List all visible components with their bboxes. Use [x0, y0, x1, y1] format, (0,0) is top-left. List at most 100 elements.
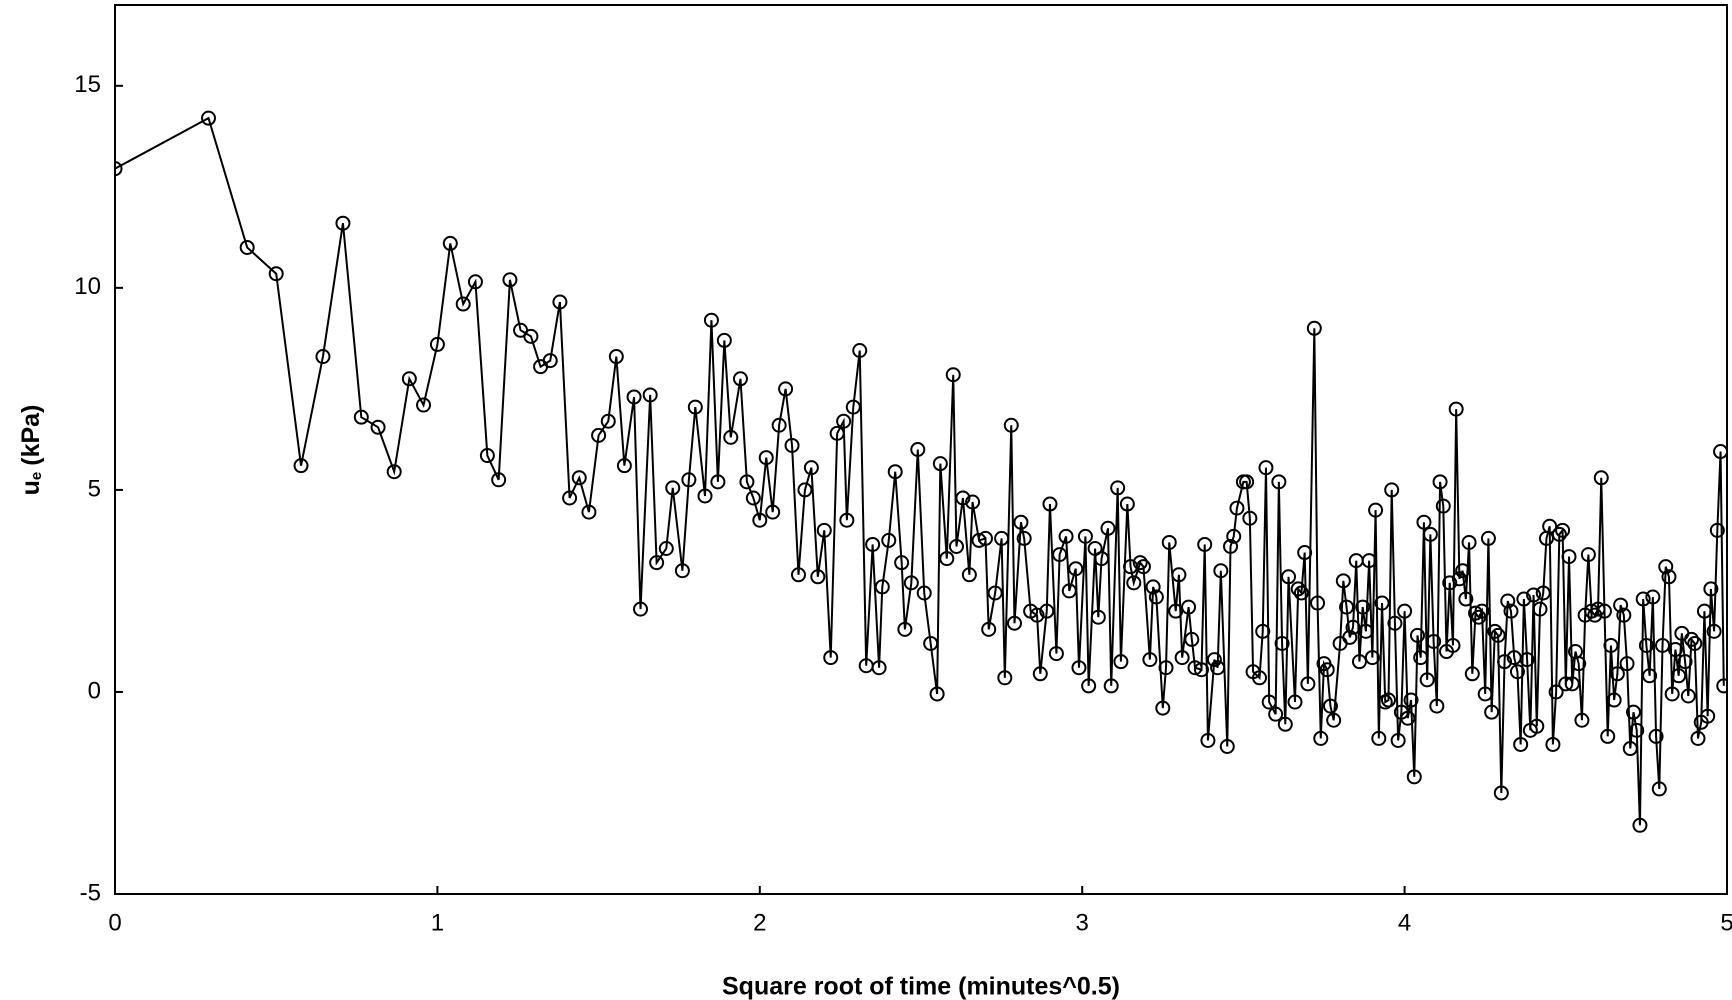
x-tick-label: 4	[1398, 909, 1411, 936]
data-point	[1455, 563, 1471, 579]
data-point	[1374, 595, 1390, 611]
data-point	[894, 555, 910, 571]
data-point	[1174, 650, 1190, 666]
data-point	[1503, 603, 1519, 619]
data-point	[1255, 623, 1271, 639]
data-point	[987, 585, 1003, 601]
y-axis-title-sub: e	[28, 472, 45, 480]
data-point	[965, 494, 981, 510]
data-point	[1313, 730, 1329, 746]
y-tick-label: 0	[88, 677, 101, 704]
data-point	[386, 464, 402, 480]
data-point	[1252, 670, 1268, 686]
data-point	[523, 328, 539, 344]
data-point	[665, 480, 681, 496]
data-point	[1071, 660, 1087, 676]
data-point	[1342, 629, 1358, 645]
data-point	[1161, 534, 1177, 550]
data-point	[1029, 607, 1045, 623]
data-point	[1281, 569, 1297, 585]
data-point	[1184, 631, 1200, 647]
data-point	[1300, 676, 1316, 692]
data-point	[1700, 708, 1716, 724]
data-point	[1387, 615, 1403, 631]
data-point	[1658, 559, 1674, 575]
data-point	[1371, 730, 1387, 746]
data-point	[961, 567, 977, 583]
data-point	[1516, 591, 1532, 607]
y-tick-label: 5	[88, 475, 101, 502]
data-point	[633, 601, 649, 617]
data-point	[1135, 559, 1151, 575]
data-point	[771, 417, 787, 433]
data-point	[1480, 530, 1496, 546]
data-point	[1548, 684, 1564, 700]
data-point	[1687, 635, 1703, 651]
data-point	[1419, 672, 1435, 688]
data-point	[745, 490, 761, 506]
data-point	[1716, 678, 1727, 694]
data-point	[1651, 781, 1667, 797]
x-axis-title: Square root of time (minutes^0.5)	[722, 973, 1120, 1000]
data-point	[1397, 603, 1413, 619]
data-point	[932, 456, 948, 472]
data-point	[810, 569, 826, 585]
data-point	[649, 555, 665, 571]
data-point	[1068, 561, 1084, 577]
data-point	[1435, 498, 1451, 514]
data-point	[778, 381, 794, 397]
data-point	[293, 458, 309, 474]
data-point	[1229, 500, 1245, 516]
y-tick-label: -5	[80, 879, 101, 906]
data-point	[1355, 599, 1371, 615]
data-point	[1119, 496, 1135, 512]
data-point	[1306, 320, 1322, 336]
data-point	[723, 429, 739, 445]
data-point	[1310, 595, 1326, 611]
data-point	[1609, 666, 1625, 682]
data-point	[1171, 567, 1187, 583]
y-axis-title: ue (kPa)	[17, 405, 45, 496]
data-point	[1206, 652, 1222, 668]
data-point	[1580, 547, 1596, 563]
data-point	[1168, 603, 1184, 619]
data-point	[1003, 417, 1019, 433]
data-point	[1261, 694, 1277, 710]
data-point	[1223, 538, 1239, 554]
data-point	[1574, 712, 1590, 728]
data-point	[1126, 575, 1142, 591]
data-point	[1132, 555, 1148, 571]
data-point	[1619, 656, 1635, 672]
data-point	[1677, 654, 1693, 670]
data-point	[839, 512, 855, 528]
data-point	[115, 161, 123, 177]
x-tick-label: 3	[1076, 909, 1089, 936]
data-point	[1271, 474, 1287, 490]
data-point	[887, 464, 903, 480]
data-point	[1638, 637, 1654, 653]
data-point	[939, 551, 955, 567]
y-axis-title-main: u	[17, 480, 45, 495]
data-point	[752, 512, 768, 528]
data-point	[1358, 623, 1374, 639]
data-point	[739, 474, 755, 490]
data-point	[1542, 518, 1558, 534]
data-point	[1655, 637, 1671, 653]
data-point	[981, 621, 997, 637]
data-point	[881, 532, 897, 548]
data-point	[1513, 736, 1529, 752]
plot-frame	[114, 4, 1728, 895]
data-point	[1297, 545, 1313, 561]
data-point	[626, 389, 642, 405]
data-point	[1606, 692, 1622, 708]
data-point	[1422, 526, 1438, 542]
data-point	[923, 635, 939, 651]
data-point	[1596, 603, 1612, 619]
data-point	[916, 585, 932, 601]
data-point	[797, 482, 813, 498]
data-point	[1077, 528, 1093, 544]
data-point	[681, 472, 697, 488]
data-point	[1210, 660, 1226, 676]
